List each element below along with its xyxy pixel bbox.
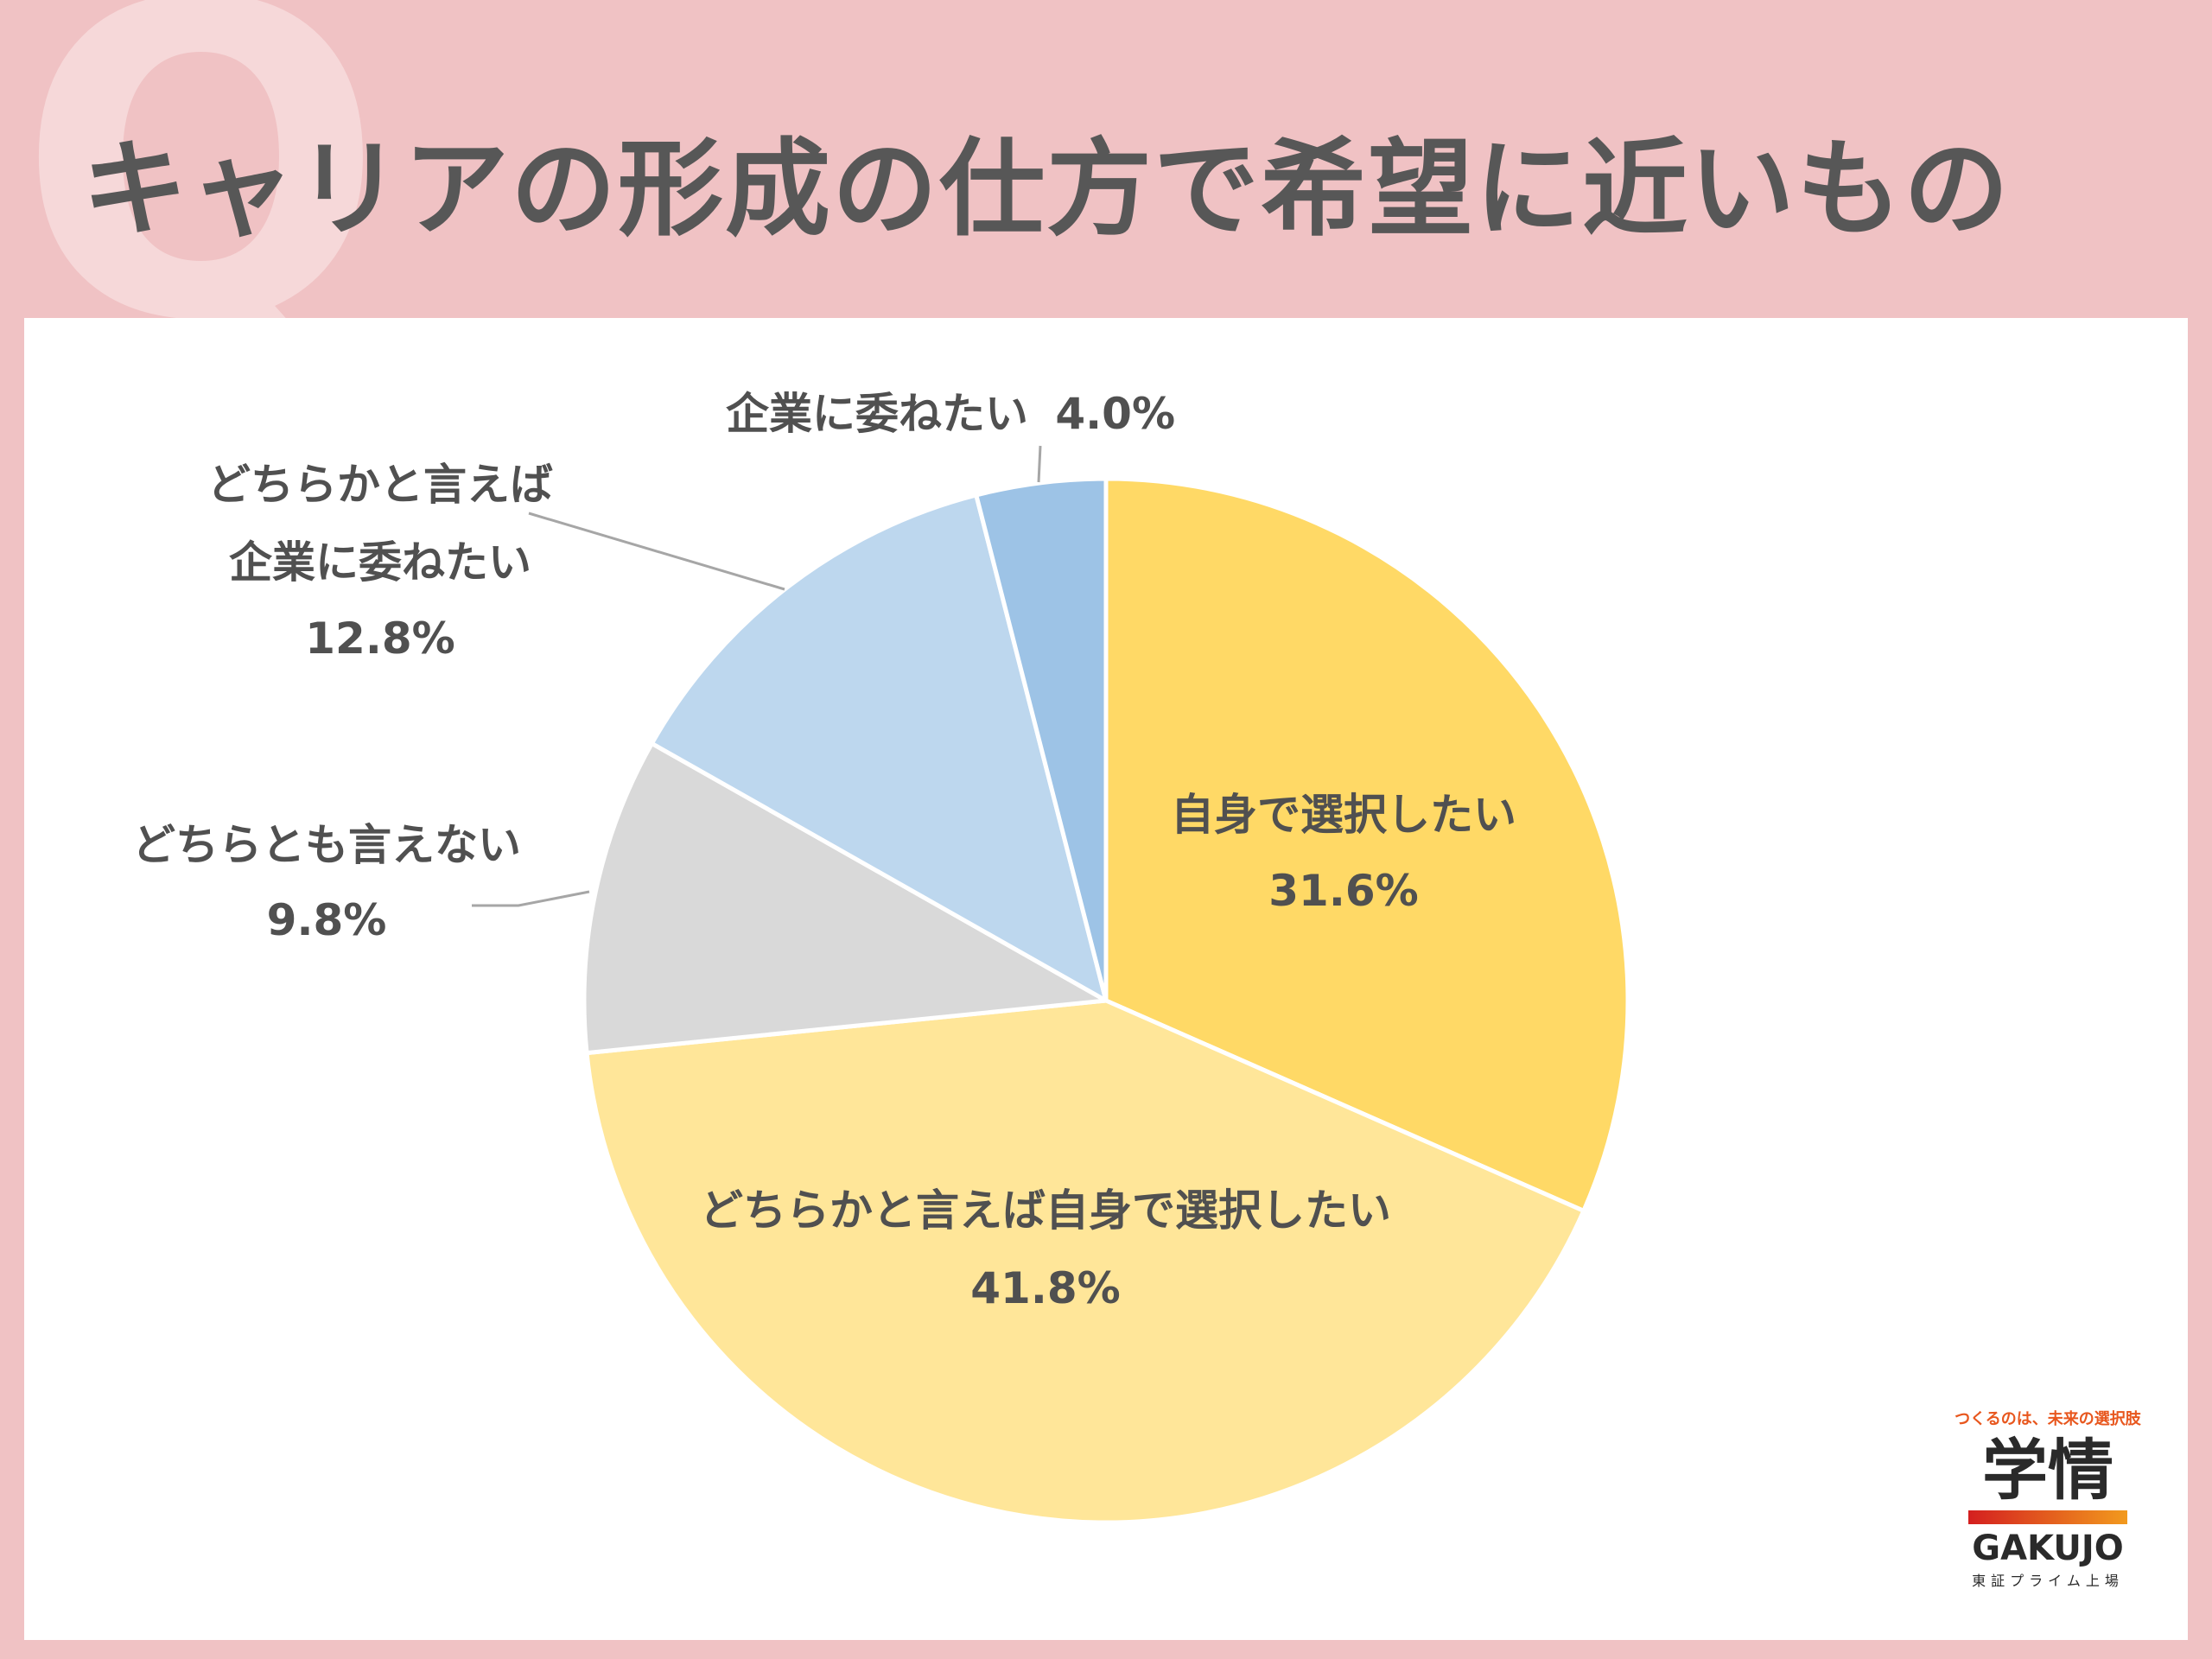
logo-listing: 東証プライム上場	[1972, 1572, 2124, 1589]
slice-value-self: 31.6%	[1268, 866, 1418, 916]
slice-value-lean-self: 41.8%	[970, 1263, 1120, 1313]
pie-slices	[582, 476, 1630, 1525]
slice-label-company: 企業に委ねたい 4.0%	[726, 389, 1175, 439]
leader-line-neutral	[472, 890, 590, 907]
pie-slice-company	[974, 476, 1109, 1003]
slice-value-company: 4.0%	[1055, 389, 1175, 439]
logo-name-en: GAKUJO	[1972, 1528, 2124, 1568]
leader-line-company	[1037, 445, 1042, 483]
q-letter-decoration: Q	[17, 0, 385, 416]
pie-slice-neutral	[582, 741, 1109, 1056]
page-title: キャリアの形成の仕方で希望に近いもの	[82, 128, 2011, 251]
logo-tagline: つくるのは、未来の選択肢	[1955, 1410, 2141, 1428]
gakujo-logo: つくるのは、未来の選択肢 学情 GAKUJO 東証プライム上場	[1955, 1407, 2141, 1590]
pie-slice-lean-company	[649, 493, 1109, 1003]
logo-name-ja: 学情	[1982, 1432, 2113, 1509]
slice-label-self: 自身で選択したい	[1171, 790, 1516, 840]
leader-lines	[472, 445, 1042, 907]
slice-label-neutral: どちらとも言えない	[132, 820, 521, 870]
pie-slice-lean-self	[584, 998, 1586, 1525]
leader-line-lean-company	[528, 512, 785, 591]
slice-label-company-name: 企業に委ねたい	[726, 389, 1028, 439]
slice-label-lean-company-line1: どちらかと言えば	[207, 460, 553, 510]
slice-label-lean-self: どちらかと言えば自身で選択したい	[700, 1185, 1391, 1236]
pie-slice-self	[1103, 476, 1630, 1213]
slice-value-lean-company: 12.8%	[305, 613, 454, 664]
slice-label-lean-company-line2: 企業に委ねたい	[229, 537, 531, 588]
logo-gradient-bar	[1968, 1510, 2127, 1524]
slice-value-neutral: 9.8%	[267, 895, 387, 945]
